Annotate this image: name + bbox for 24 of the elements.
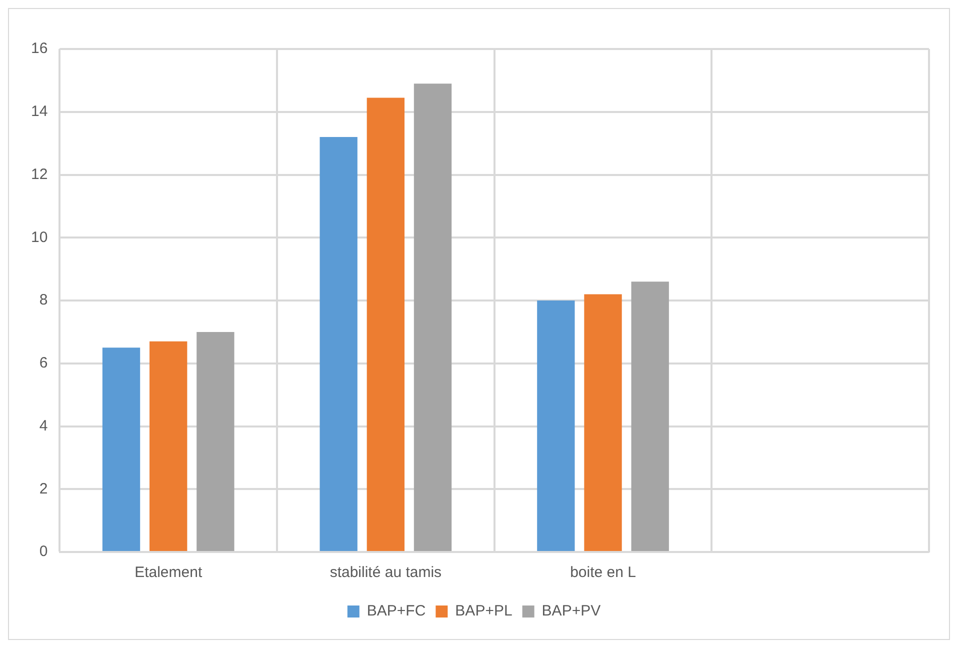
x-tick-label: stabilité au tamis: [330, 564, 442, 582]
bar: [537, 300, 575, 551]
bar: [196, 332, 234, 551]
bar: [631, 282, 669, 551]
y-tick-label: 0: [39, 543, 48, 560]
legend-label: BAP+PV: [542, 602, 601, 620]
legend-label: BAP+PL: [455, 602, 512, 620]
x-tick-label: Etalement: [134, 564, 203, 582]
y-tick-label: 6: [39, 354, 48, 372]
legend-label: BAP+FC: [366, 602, 426, 620]
x-tick-label: boite en L: [570, 564, 636, 582]
y-tick-label: 8: [39, 292, 48, 309]
y-tick-label: 4: [39, 417, 48, 434]
bar: [102, 348, 140, 551]
bar: [366, 98, 405, 551]
y-tick-label: 16: [30, 40, 48, 58]
bar: [320, 137, 358, 551]
y-tick-label: 14: [30, 103, 48, 120]
y-tick-label: 10: [30, 228, 48, 246]
y-tick-label: 12: [30, 166, 48, 183]
bar: [150, 341, 188, 551]
bar: [584, 294, 622, 551]
y-tick-label: 2: [39, 480, 48, 498]
bar: [414, 84, 452, 551]
